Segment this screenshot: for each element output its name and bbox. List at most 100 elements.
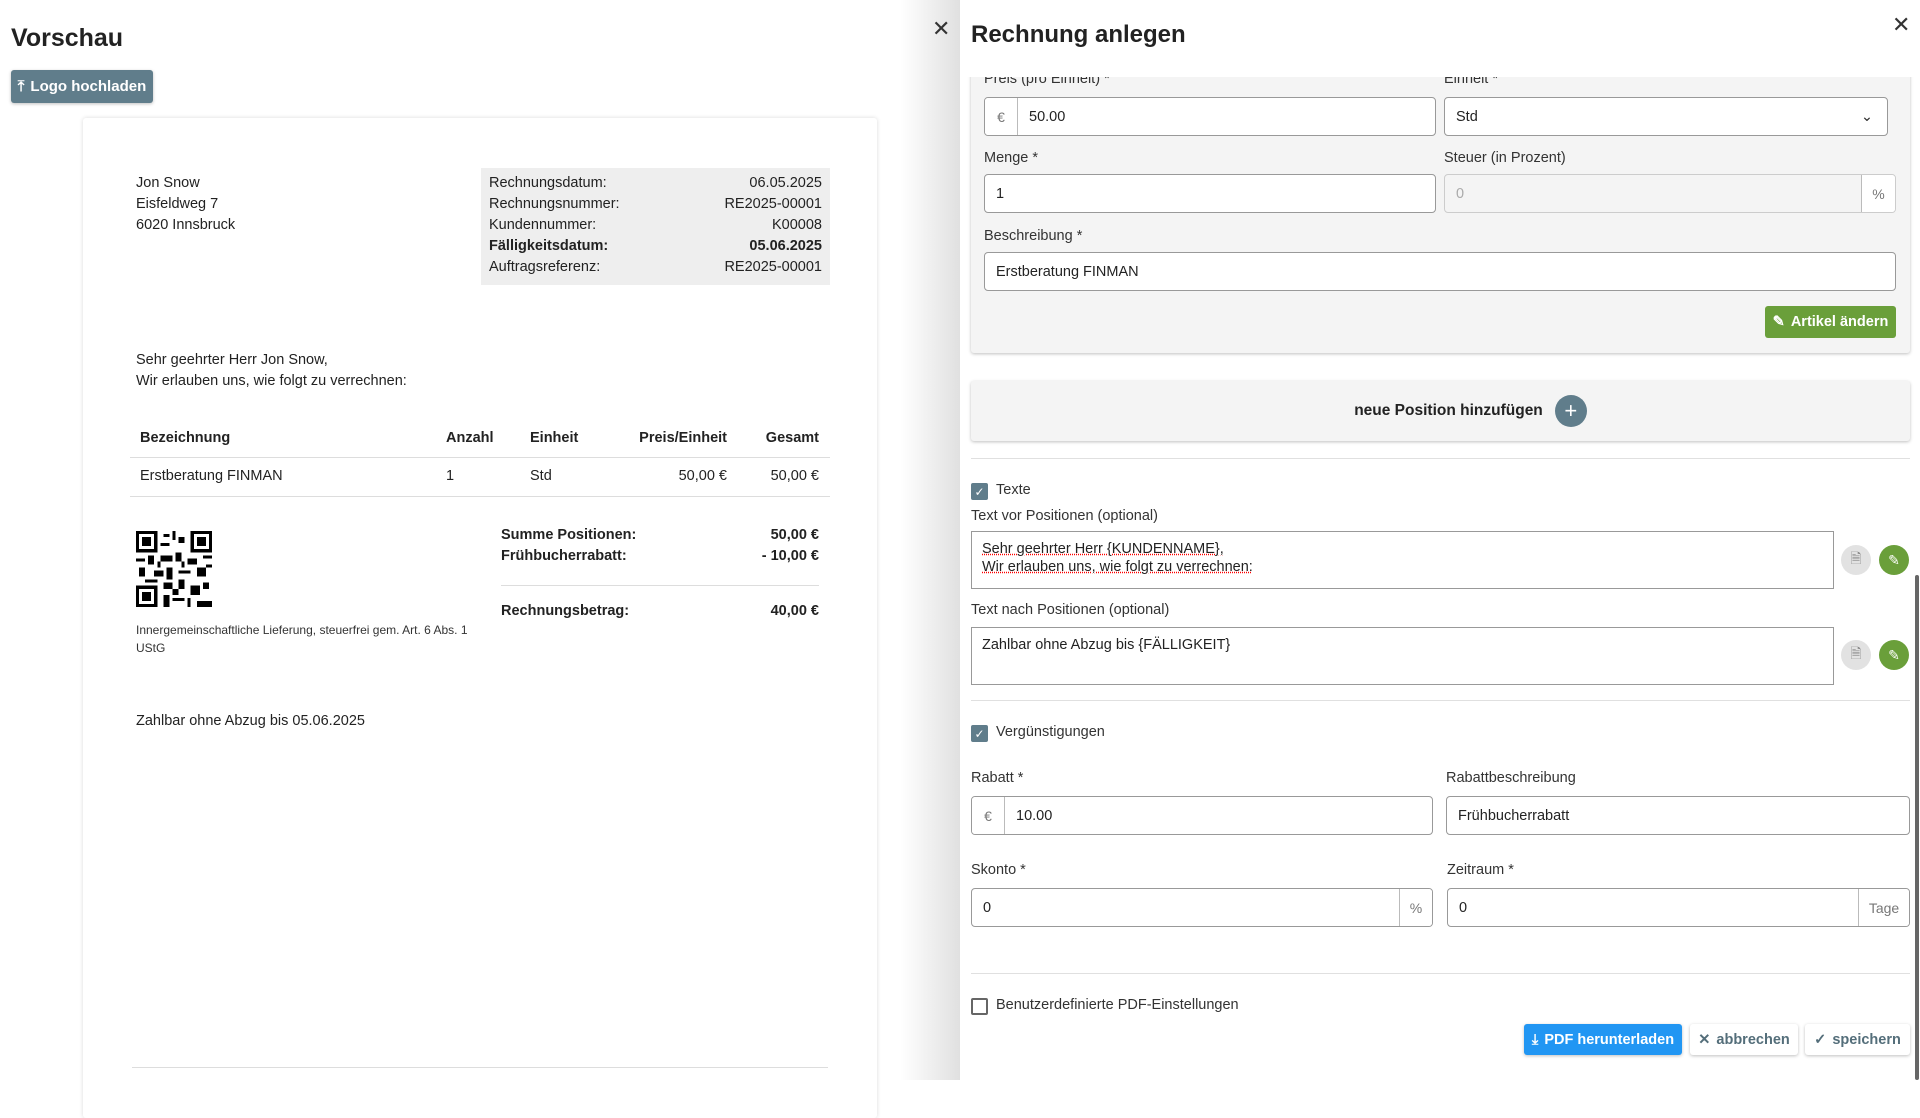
qty-value: 1: [996, 185, 1005, 202]
divider: [501, 585, 819, 586]
skonto-value: 0: [983, 899, 992, 916]
download-icon: ⤓: [1531, 1031, 1539, 1048]
skonto-label: Skonto *: [971, 862, 1026, 878]
check-icon: ✓: [1814, 1031, 1827, 1048]
custom-pdf-checkbox[interactable]: [971, 998, 988, 1015]
price-value: 50.00: [1029, 108, 1066, 125]
info-row: Kundennummer: K00008: [489, 217, 822, 238]
total-value: 40,00 €: [770, 603, 819, 619]
panel-shadow: [900, 0, 960, 1080]
page-title: Vorschau: [11, 24, 124, 52]
address-line: Jon Snow: [136, 175, 200, 191]
info-value: RE2025-00001: [724, 196, 822, 212]
period-input[interactable]: 0 Tage: [1447, 888, 1910, 927]
unit-label: Einheit *: [1444, 77, 1499, 87]
cell: Std: [530, 468, 552, 484]
footer-text: Zahlbar ohne Abzug bis 05.06.2025: [136, 713, 365, 729]
description-value: Erstberatung FINMAN: [996, 263, 1139, 280]
info-label: Kundennummer:: [489, 217, 597, 233]
close-icon: ✕: [1698, 1031, 1711, 1048]
rabatt-description-value: Frühbucherrabatt: [1458, 807, 1570, 824]
days-addon: Tage: [1858, 889, 1909, 926]
unit-select[interactable]: Std ⌄: [1444, 97, 1888, 136]
discount-label: Frühbucherrabatt:: [501, 548, 627, 564]
divider: [971, 700, 1910, 701]
address-line: 6020 Innsbruck: [136, 217, 236, 233]
cancel-button[interactable]: ✕ abbrechen: [1690, 1024, 1798, 1055]
sum-value: 50,00 €: [770, 527, 819, 543]
info-value: 06.05.2025: [749, 175, 822, 191]
col-header: Einheit: [530, 430, 579, 446]
info-label: Rechnungsnummer:: [489, 196, 620, 212]
rabatt-description-input[interactable]: Frühbucherrabatt: [1446, 796, 1910, 835]
address-line: Eisfeldweg 7: [136, 196, 219, 212]
panel-title: Rechnung anlegen: [971, 21, 1186, 48]
sum-label: Summe Positionen:: [501, 527, 637, 543]
text-before-textarea[interactable]: Sehr geehrter Herr {KUNDENNAME}, Wir erl…: [971, 531, 1834, 589]
download-pdf-button[interactable]: ⤓ PDF herunterladen: [1524, 1024, 1682, 1055]
text-line: Sehr geehrter Herr {KUNDENNAME},: [982, 541, 1224, 557]
tax-note: Innergemeinschaftliche Lieferung, steuer…: [136, 623, 468, 655]
rabatt-description-label: Rabattbeschreibung: [1446, 770, 1576, 786]
discount-value: - 10,00 €: [761, 548, 819, 564]
close-icon[interactable]: ✕: [1892, 12, 1911, 37]
customer-address: Jon Snow Eisfeldweg 7 6020 Innsbruck: [136, 175, 235, 238]
info-row: Auftragsreferenz: RE2025-00001: [489, 259, 822, 280]
tax-input[interactable]: 0%: [1444, 174, 1896, 213]
period-label: Zeitraum *: [1447, 862, 1514, 878]
invoice-preview: Jon Snow Eisfeldweg 7 6020 Innsbruck Rec…: [83, 118, 877, 1118]
col-header: Bezeichnung: [140, 430, 231, 446]
upload-icon: ⤒: [17, 78, 25, 95]
euro-addon: €: [985, 98, 1018, 135]
percent-addon: %: [1399, 889, 1432, 926]
divider: [971, 973, 1910, 974]
discounts-checkbox[interactable]: ✓: [971, 725, 988, 742]
info-label: Rechnungsdatum:: [489, 175, 607, 191]
rabatt-input[interactable]: €10.00: [971, 796, 1433, 835]
upload-logo-label: Logo hochladen: [30, 78, 147, 95]
divider: [971, 458, 1910, 459]
period-value: 0: [1459, 899, 1468, 916]
salutation: Sehr geehrter Herr Jon Snow, Wir erlaube…: [136, 350, 407, 392]
save-label: speichern: [1832, 1031, 1901, 1048]
divider: [132, 1067, 828, 1068]
salutation-line: Wir erlauben uns, wie folgt zu verrechne…: [136, 373, 407, 389]
description-input[interactable]: Erstberatung FINMAN: [984, 252, 1896, 291]
texts-checkbox[interactable]: ✓: [971, 483, 988, 500]
tax-label: Steuer (in Prozent): [1444, 150, 1566, 166]
info-value: RE2025-00001: [724, 259, 822, 275]
col-header: Preis/Einheit: [639, 430, 727, 446]
text-line: Wir erlauben uns, wie folgt zu verrechne…: [982, 559, 1253, 575]
close-preview-icon[interactable]: ✕: [932, 16, 951, 41]
add-position-bar[interactable]: neue Position hinzufügen +: [971, 381, 1910, 441]
pencil-icon[interactable]: ✎: [1879, 545, 1909, 575]
sum-row: Summe Positionen: 50,00 €: [501, 527, 819, 543]
upload-logo-button[interactable]: ⤒ Logo hochladen: [11, 70, 153, 103]
change-item-button[interactable]: ✎ Artikel ändern: [1765, 306, 1896, 338]
tax-placeholder: 0: [1456, 185, 1465, 202]
rabatt-value: 10.00: [1016, 807, 1053, 824]
pencil-icon: ✎: [1772, 314, 1785, 330]
qty-input[interactable]: 1: [984, 174, 1436, 213]
rabatt-label: Rabatt *: [971, 770, 1024, 786]
price-input[interactable]: €50.00: [984, 97, 1436, 136]
percent-addon: %: [1861, 175, 1895, 212]
text-after-label: Text nach Positionen (optional): [971, 602, 1170, 618]
skonto-input[interactable]: 0%: [971, 888, 1433, 927]
plus-icon[interactable]: +: [1554, 395, 1587, 427]
save-button[interactable]: ✓ speichern: [1805, 1024, 1910, 1055]
text-after-textarea[interactable]: Zahlbar ohne Abzug bis {FÄLLIGKEIT}: [971, 627, 1834, 685]
qty-label: Menge *: [984, 150, 1039, 166]
cell: 50,00 €: [770, 468, 819, 484]
insert-template-icon[interactable]: 🗎: [1841, 640, 1871, 670]
pencil-icon[interactable]: ✎: [1879, 640, 1909, 670]
cell: 1: [446, 468, 455, 484]
divider: [130, 496, 830, 497]
insert-template-icon[interactable]: 🗎: [1841, 545, 1871, 575]
info-label: Auftragsreferenz:: [489, 259, 601, 275]
scrollbar-thumb[interactable]: [1915, 575, 1919, 1080]
price-label: Preis (pro Einheit) *: [984, 77, 1110, 87]
change-item-label: Artikel ändern: [1790, 314, 1889, 330]
col-header: Anzahl: [446, 430, 494, 446]
info-value: 05.06.2025: [749, 238, 822, 254]
